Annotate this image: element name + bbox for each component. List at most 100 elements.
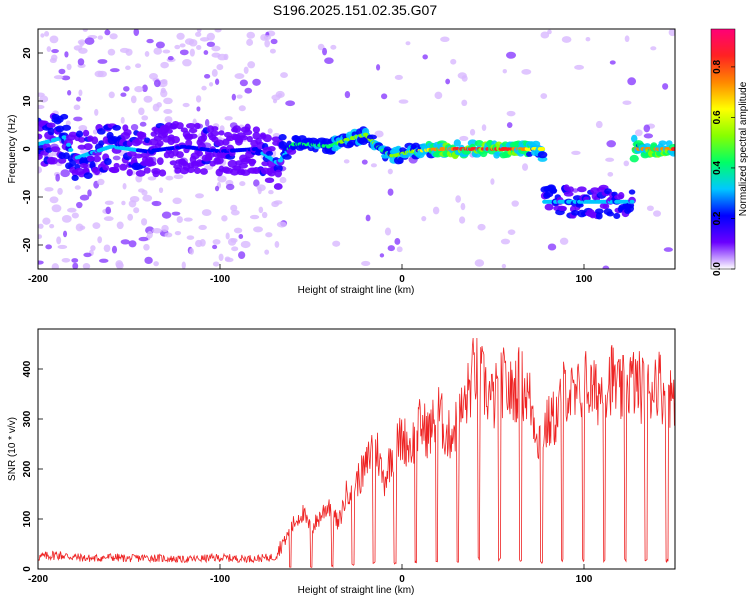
spectrogram-cell bbox=[575, 202, 584, 208]
spectrogram-cell bbox=[116, 221, 124, 230]
spectrogram-cell bbox=[376, 64, 381, 71]
spectrogram-cell bbox=[511, 200, 519, 207]
spectrogram-cell bbox=[123, 86, 130, 92]
spectrogram-cell bbox=[236, 94, 243, 99]
spectrogram-cell bbox=[141, 218, 148, 226]
snr-y-tick-label: 400 bbox=[22, 360, 33, 377]
spectrogram-cell bbox=[146, 38, 154, 44]
spectrogram-cell bbox=[163, 97, 173, 105]
spectrogram-cell bbox=[71, 212, 79, 219]
spectrogram-cell bbox=[67, 90, 72, 96]
spectrogram-cell bbox=[450, 58, 457, 65]
spectrogram-cell bbox=[322, 47, 328, 56]
spectrogram-cell bbox=[92, 129, 98, 135]
spectrogram-cell bbox=[103, 216, 114, 222]
spectrogram-cell bbox=[214, 156, 224, 165]
spectrogram-cell bbox=[474, 259, 485, 267]
spectrogram-cell bbox=[387, 168, 393, 175]
spectrogram-cell bbox=[77, 39, 87, 45]
spectrogram-cell bbox=[78, 125, 88, 132]
spectrogram-cell bbox=[87, 189, 92, 197]
spectrogram-cell bbox=[153, 261, 159, 267]
spectrogram-cell bbox=[567, 186, 574, 193]
spectrogram-cell bbox=[142, 84, 148, 93]
spectrogram-cell bbox=[98, 258, 109, 263]
spectrogram-cell bbox=[595, 208, 604, 215]
spectrogram-cell bbox=[165, 128, 173, 134]
spectrogram-cell bbox=[163, 108, 173, 115]
spectrogram-cell bbox=[60, 169, 70, 178]
spectrogram-cell bbox=[58, 68, 66, 75]
spectrogram-cell bbox=[216, 63, 224, 71]
spectrogram-cell bbox=[102, 164, 110, 171]
spectrogram-cell bbox=[211, 69, 218, 77]
spectrogram-cell bbox=[253, 226, 263, 233]
spectrogram-cell bbox=[522, 163, 529, 171]
spectrogram-cell bbox=[45, 244, 52, 250]
spectrogram-cell bbox=[398, 99, 409, 104]
spectrogram-cell bbox=[501, 263, 507, 269]
spectrogram-cell bbox=[109, 68, 120, 73]
spectrogram-cell bbox=[230, 204, 238, 212]
spectrogram-cell bbox=[477, 223, 486, 231]
spectrogram-cell bbox=[252, 78, 261, 86]
spectrogram-cell bbox=[238, 234, 244, 240]
spectrogram-cell bbox=[107, 48, 116, 56]
spectrogram-cell bbox=[135, 63, 142, 69]
spectrogram-cell bbox=[176, 122, 184, 130]
spectrogram-cell bbox=[144, 256, 153, 265]
spectrogram-cell bbox=[38, 234, 43, 240]
spectrogram-cell bbox=[97, 178, 105, 186]
spectrogram-cell bbox=[158, 169, 167, 177]
spectrogram-cell bbox=[285, 100, 296, 107]
spectrogram-cell bbox=[544, 203, 554, 211]
spectrogram-cell bbox=[94, 70, 104, 78]
spectrogram-cell bbox=[62, 230, 68, 238]
spectrogram-cell bbox=[607, 171, 614, 177]
spectrogram-cell bbox=[271, 136, 281, 142]
spectrogram-cell bbox=[405, 41, 411, 46]
spectrogram-x-ticks: -200 -100 0 100 bbox=[28, 264, 593, 285]
spectrogram-cell bbox=[387, 188, 394, 196]
snr-x-label: Height of straight line (km) bbox=[298, 585, 415, 596]
spectrogram-cell bbox=[204, 165, 214, 171]
spectrogram-cell bbox=[65, 120, 71, 126]
spectrogram-cell bbox=[585, 36, 591, 42]
spectrogram-cell bbox=[609, 60, 616, 65]
spectrogram-cell bbox=[247, 61, 256, 69]
spectrogram-x-tick-label: -200 bbox=[28, 274, 48, 285]
spectrogram-cell bbox=[195, 31, 202, 37]
spectrogram-cell bbox=[49, 35, 59, 44]
spectrogram-cell bbox=[273, 200, 283, 205]
spectrogram-cell bbox=[139, 121, 147, 127]
spectrogram-x-tick-label: 0 bbox=[399, 274, 405, 285]
spectrogram-cell bbox=[547, 243, 557, 251]
spectrogram-cell bbox=[231, 246, 239, 252]
spectrogram-cell bbox=[164, 116, 173, 123]
spectrogram-cell bbox=[182, 58, 192, 67]
spectrogram-cell bbox=[267, 146, 276, 152]
spectrogram-cell bbox=[127, 213, 134, 221]
spectrogram-cell bbox=[574, 64, 585, 70]
spectrogram-cell bbox=[208, 82, 214, 87]
spectrogram-cell bbox=[219, 125, 225, 133]
spectrogram-cell bbox=[602, 265, 610, 269]
spectrogram-cell bbox=[258, 206, 264, 214]
spectrogram-x-label: Height of straight line (km) bbox=[298, 285, 415, 296]
spectrogram-cell bbox=[141, 115, 149, 121]
snr-y-tick-label: 200 bbox=[22, 460, 33, 477]
snr-plot-area bbox=[38, 329, 675, 569]
spectrogram-cell bbox=[460, 202, 466, 211]
spectrogram-cell bbox=[365, 214, 371, 222]
spectrogram-cell bbox=[186, 122, 196, 129]
spectrogram-cell bbox=[97, 59, 108, 64]
spectrogram-cell bbox=[86, 155, 94, 162]
spectrogram-cell bbox=[126, 168, 133, 177]
spectrogram-cell bbox=[74, 185, 81, 190]
spectrogram-cell bbox=[203, 50, 209, 55]
spectrogram-cell bbox=[540, 31, 550, 39]
spectrogram-cell bbox=[374, 130, 384, 138]
spectrogram-cell bbox=[179, 49, 189, 56]
spectrogram-cell bbox=[265, 150, 274, 157]
spectrogram-cell bbox=[143, 167, 151, 174]
